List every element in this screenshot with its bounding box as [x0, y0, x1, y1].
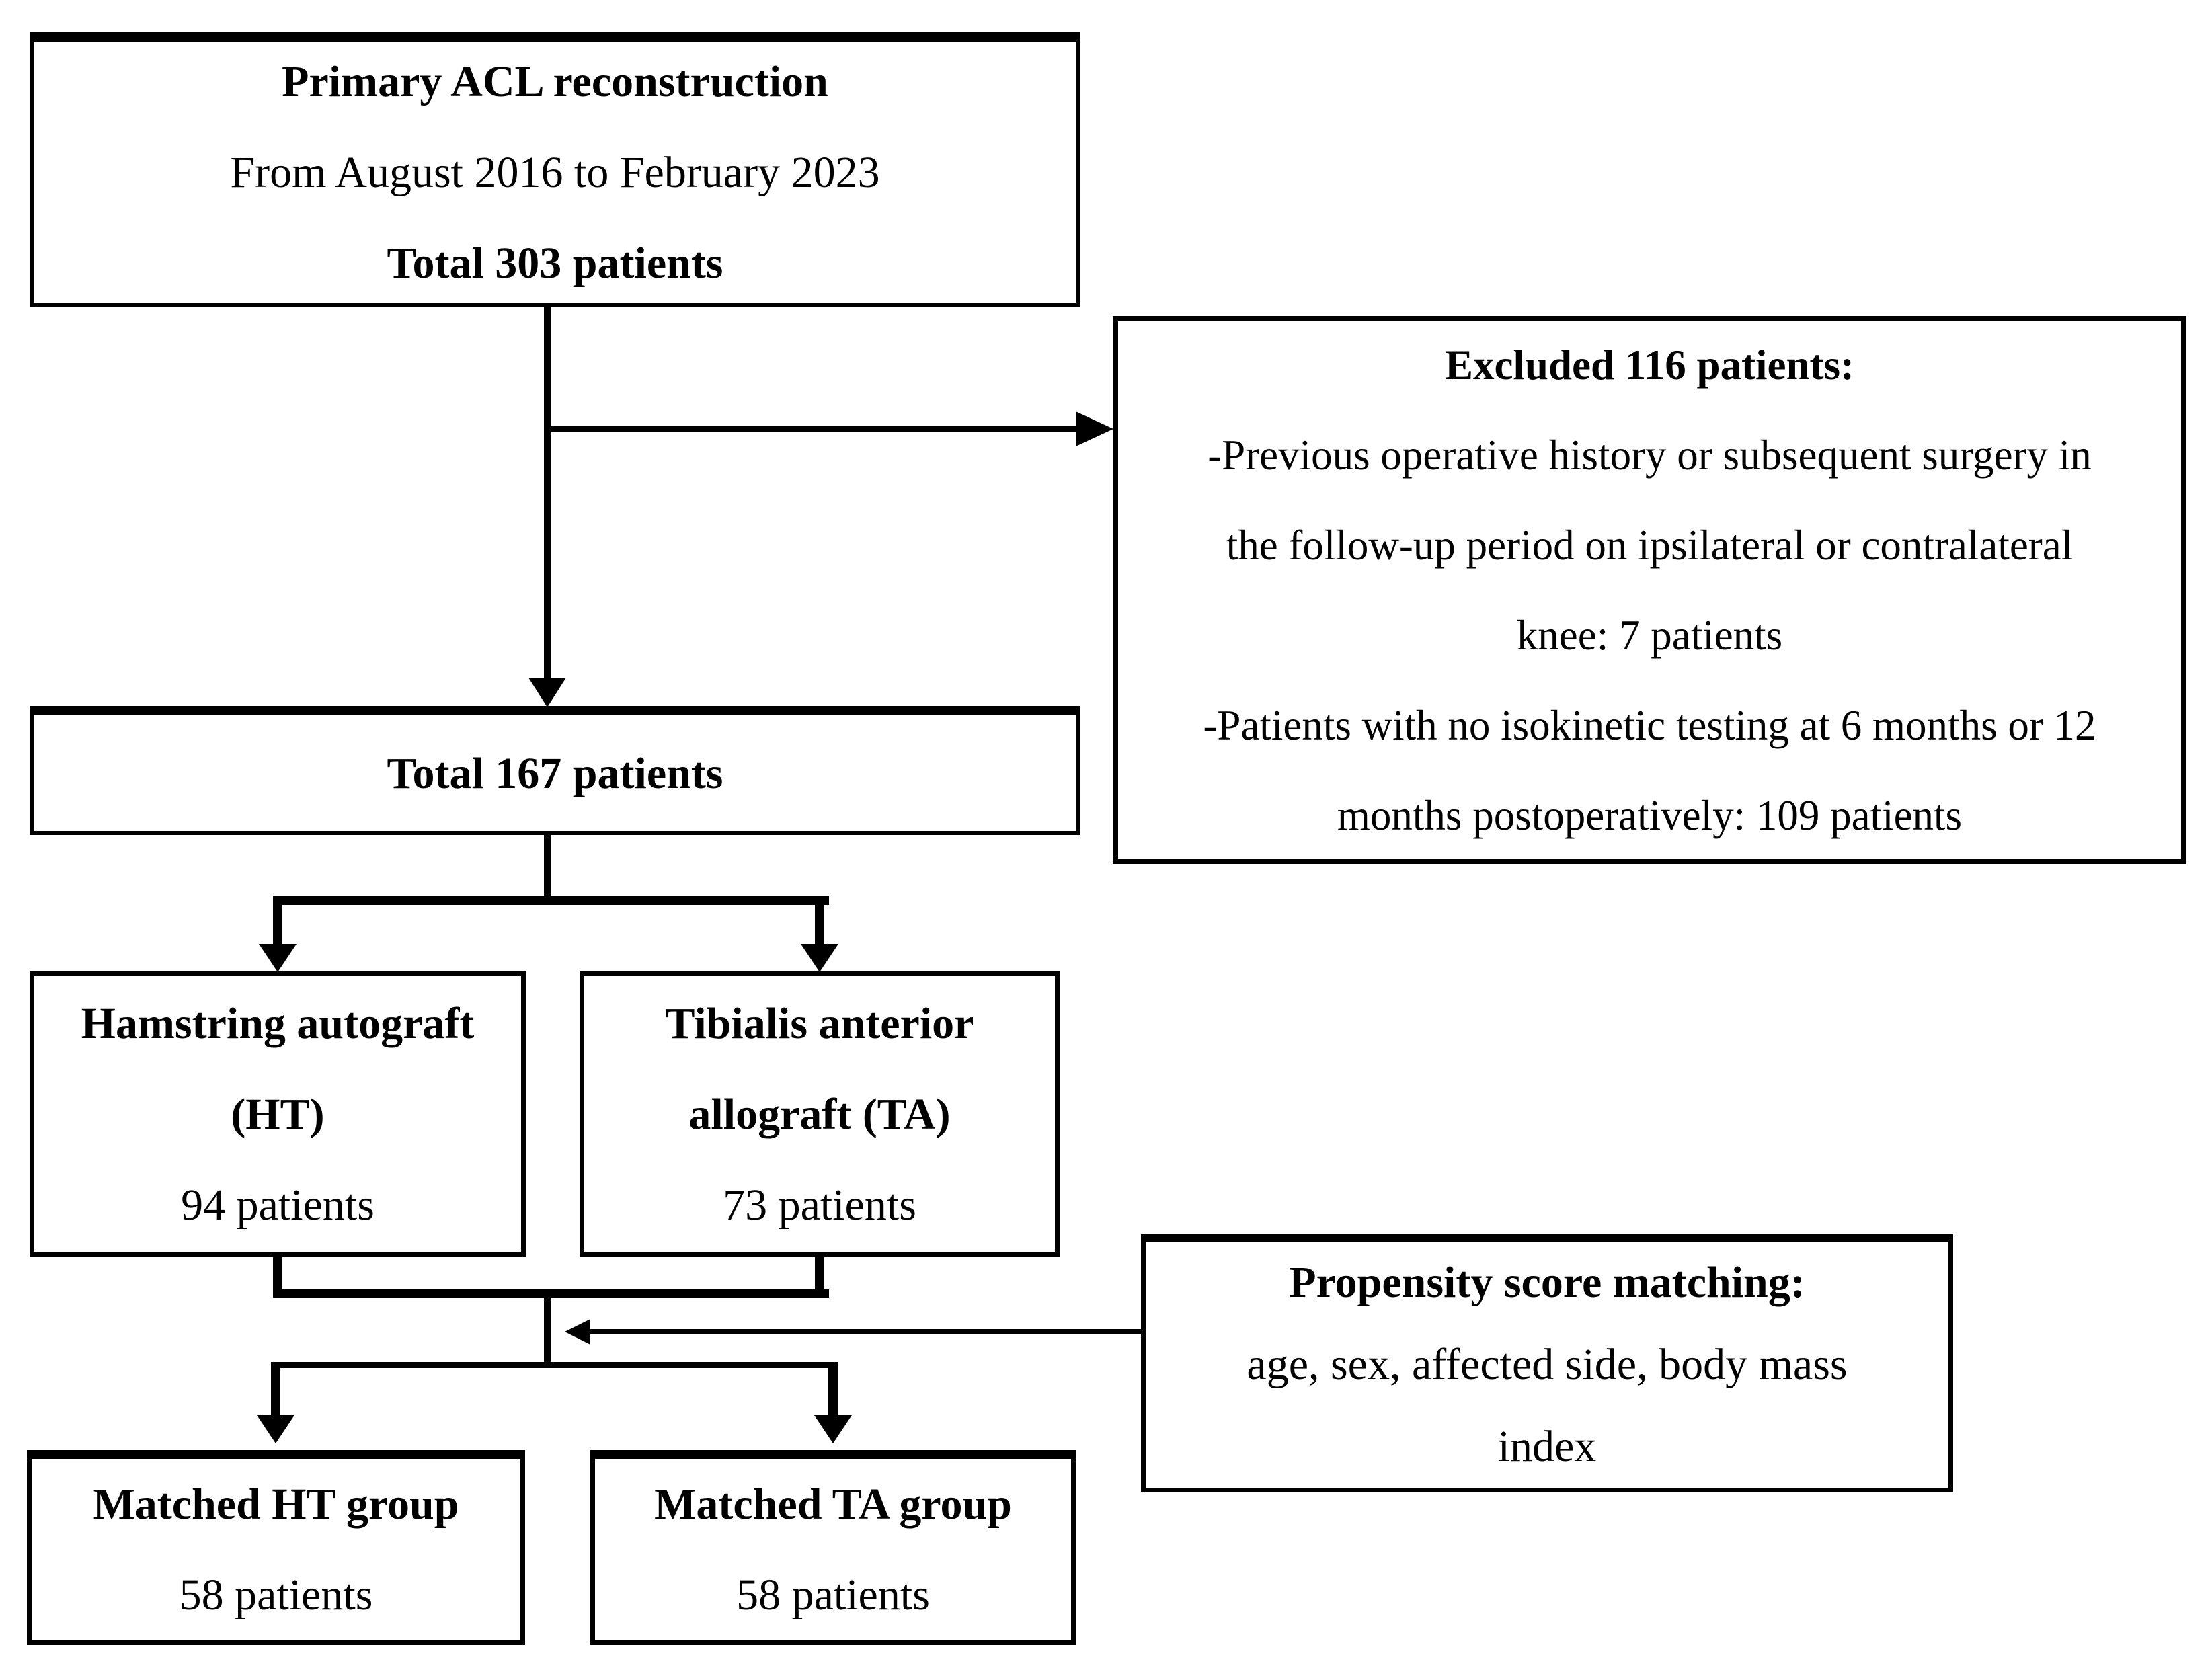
arrowhead-left-propensity-icon — [565, 1319, 590, 1345]
text-line: 58 patients — [736, 1570, 930, 1620]
text-line: 58 patients — [179, 1570, 373, 1620]
connector-total-down — [544, 835, 551, 898]
text-line: Matched HT group — [93, 1480, 459, 1529]
connector-stub-ht — [273, 905, 282, 945]
arrowhead-down-total-icon — [528, 678, 566, 707]
arrowhead-down-matched-ht-icon — [257, 1415, 294, 1443]
text-line: Propensity score matching: — [1289, 1258, 1805, 1307]
box-propensity: Propensity score matching: age, sex, aff… — [1141, 1234, 1953, 1492]
box-primary-acl: Primary ACL reconstruction From August 2… — [30, 32, 1080, 307]
connector-ht-bottom — [273, 1257, 282, 1291]
connector-split-top — [273, 896, 829, 905]
arrowhead-right-excluded-icon — [1076, 411, 1113, 446]
connector-propensity-line — [590, 1329, 1143, 1334]
text-line: Hamstring autograft — [81, 999, 475, 1048]
connector-merge-down — [544, 1298, 551, 1363]
box-total-167: Total 167 patients — [30, 706, 1080, 835]
text-line: 94 patients — [181, 1181, 374, 1230]
text-line: knee: 7 patients — [1516, 611, 1783, 659]
text-line: Excluded 116 patients: — [1444, 341, 1855, 389]
text-line: Tibialis anterior — [665, 999, 974, 1048]
text-line: the follow-up period on ipsilateral or c… — [1226, 521, 2073, 569]
text-line: allograft (TA) — [688, 1090, 951, 1139]
text-line: months postoperatively: 109 patients — [1337, 791, 1963, 839]
text-line: Total 167 patients — [387, 748, 723, 798]
arrowhead-down-matched-ta-icon — [814, 1415, 852, 1443]
text-line: -Previous operative history or subsequen… — [1208, 431, 2092, 479]
connector-stub-ta — [815, 905, 824, 945]
connector-ta-bottom — [815, 1257, 824, 1291]
connector-primary-to-total — [544, 307, 551, 678]
box-tibialis-ta: Tibialis anterior allograft (TA) 73 pati… — [580, 971, 1060, 1257]
text-line: Matched TA group — [654, 1480, 1012, 1529]
text-line: (HT) — [231, 1090, 325, 1139]
text-line: age, sex, affected side, body mass — [1247, 1340, 1848, 1389]
text-line: 73 patients — [723, 1181, 916, 1230]
box-hamstring-ht: Hamstring autograft (HT) 94 patients — [30, 971, 526, 1257]
arrowhead-down-ta-icon — [801, 944, 838, 972]
box-matched-ta: Matched TA group 58 patients — [590, 1450, 1076, 1645]
arrowhead-down-ht-icon — [259, 944, 297, 972]
box-excluded: Excluded 116 patients: -Previous operati… — [1113, 316, 2186, 864]
connector-split-bottom — [271, 1362, 838, 1368]
text-line: Primary ACL reconstruction — [282, 56, 828, 106]
connector-merge — [273, 1289, 829, 1298]
text-line: Total 303 patients — [387, 238, 723, 288]
connector-stub-matched-ht — [271, 1368, 280, 1416]
box-matched-ht: Matched HT group 58 patients — [27, 1450, 525, 1645]
connector-branch-to-excluded — [544, 426, 1076, 432]
connector-stub-matched-ta — [828, 1368, 838, 1416]
text-line: -Patients with no isokinetic testing at … — [1203, 701, 2096, 749]
text-line: index — [1497, 1422, 1597, 1471]
text-line: From August 2016 to February 2023 — [230, 147, 880, 197]
